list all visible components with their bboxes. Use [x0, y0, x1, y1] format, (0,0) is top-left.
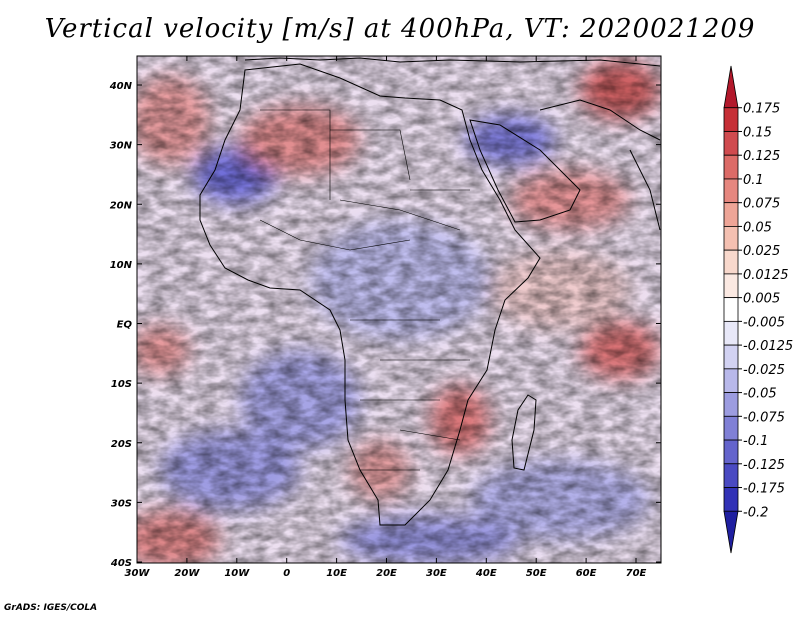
india-outline: [629, 149, 661, 231]
colorbar-label: 0.0125: [743, 268, 789, 283]
colorbar-label: 0.125: [743, 149, 780, 164]
lon-tick-label: 60E: [576, 568, 597, 579]
colorbar-segment: [723, 178, 739, 204]
chart-title: Vertical velocity [m/s] at 400hPa, VT: 2…: [44, 14, 756, 44]
colorbar-segment: [723, 463, 739, 488]
colorbar-segment: [723, 487, 739, 512]
lat-tick-label: 30N: [110, 141, 133, 152]
lat-tick-label: 20N: [110, 200, 133, 211]
lon-tick-label: 50E: [526, 568, 547, 579]
lon-tick-label: 30E: [426, 568, 447, 579]
colorbar-segment: [723, 320, 739, 346]
longitude-axis: 30W 20W 10W 0 10E 20E 30E 40E 50E 60E 70E: [125, 56, 647, 579]
colorbar-label: -0.025: [743, 363, 785, 378]
colorbar-bottom-arrow: [723, 510, 739, 554]
lat-tick-label: 40N: [109, 81, 133, 92]
lat-tick-label: 30S: [111, 498, 132, 509]
lon-tick-label: 70E: [626, 568, 647, 579]
colorbar-label: -0.0125: [743, 339, 793, 354]
colorbar-segment: [723, 154, 739, 180]
europe-outline: [244, 57, 661, 67]
lat-tick-label: 40S: [110, 558, 132, 569]
asia-outline: [539, 99, 661, 141]
colorbar-segment: [723, 107, 739, 132]
borders: [259, 109, 470, 471]
lat-tick-label: 10N: [110, 260, 133, 271]
colorbar-segment: [723, 439, 739, 465]
latitude-axis: 40N 30N 20N 10N EQ 10S 20S 30S 40S: [109, 81, 661, 569]
colorbar-segment: [723, 226, 739, 251]
colorbar-label: -0.2: [743, 505, 768, 520]
coastlines: [199, 57, 661, 526]
colorbar-label: -0.05: [743, 387, 777, 402]
colorbar-label: -0.1: [743, 434, 768, 449]
colorbar-segment: [723, 249, 739, 275]
velocity-field: [137, 56, 661, 563]
colorbar-top-arrow: [723, 65, 739, 109]
lon-tick-label: 10E: [326, 568, 347, 579]
africa-outline: [199, 63, 541, 526]
colorbar-label: 0.005: [743, 292, 780, 307]
lon-tick-label: 0: [283, 568, 290, 579]
plot-frame: [136, 55, 662, 564]
lon-tick-label: 10W: [224, 568, 250, 579]
colorbar-label: -0.075: [743, 410, 785, 425]
lon-tick-label: 20E: [376, 568, 397, 579]
lat-tick-label: 20S: [111, 439, 132, 450]
colorbar-label: -0.175: [743, 482, 785, 497]
colorbar-label: 0.025: [743, 244, 780, 259]
arabia-outline: [469, 119, 581, 223]
colorbar-label: 0.075: [743, 197, 780, 212]
colorbar-label: 0.15: [743, 125, 772, 140]
colorbar-label: 0.1: [743, 173, 764, 188]
colorbar-segment: [723, 344, 739, 370]
lon-tick-label: 40E: [475, 568, 497, 579]
colorbar-label: -0.005: [743, 315, 785, 330]
colorbar-segment: [723, 202, 739, 227]
grads-credit: GrADS: IGES/COLA: [4, 603, 98, 613]
colorbar-label: -0.125: [743, 458, 785, 473]
colorbar-segment: [723, 131, 739, 156]
colorbar-segment: [723, 273, 739, 299]
madagascar-outline: [511, 394, 537, 471]
colorbar-segment: [723, 368, 739, 393]
colorbar-label: 0.05: [743, 220, 772, 235]
colorbar-label: 0.175: [743, 102, 780, 117]
colorbar-segment: [723, 415, 739, 441]
colorbar: 0.175 0.15 0.125 0.1 0.075 0.05 0.025 0.0125 0.0…: [723, 65, 793, 554]
lon-tick-label: 30W: [125, 568, 151, 579]
lat-tick-label: 10S: [111, 379, 132, 390]
lat-tick-label: EQ: [117, 320, 133, 331]
lon-tick-label: 20W: [174, 568, 200, 579]
colorbar-segment: [723, 392, 739, 417]
colorbar-segment: [723, 297, 739, 322]
